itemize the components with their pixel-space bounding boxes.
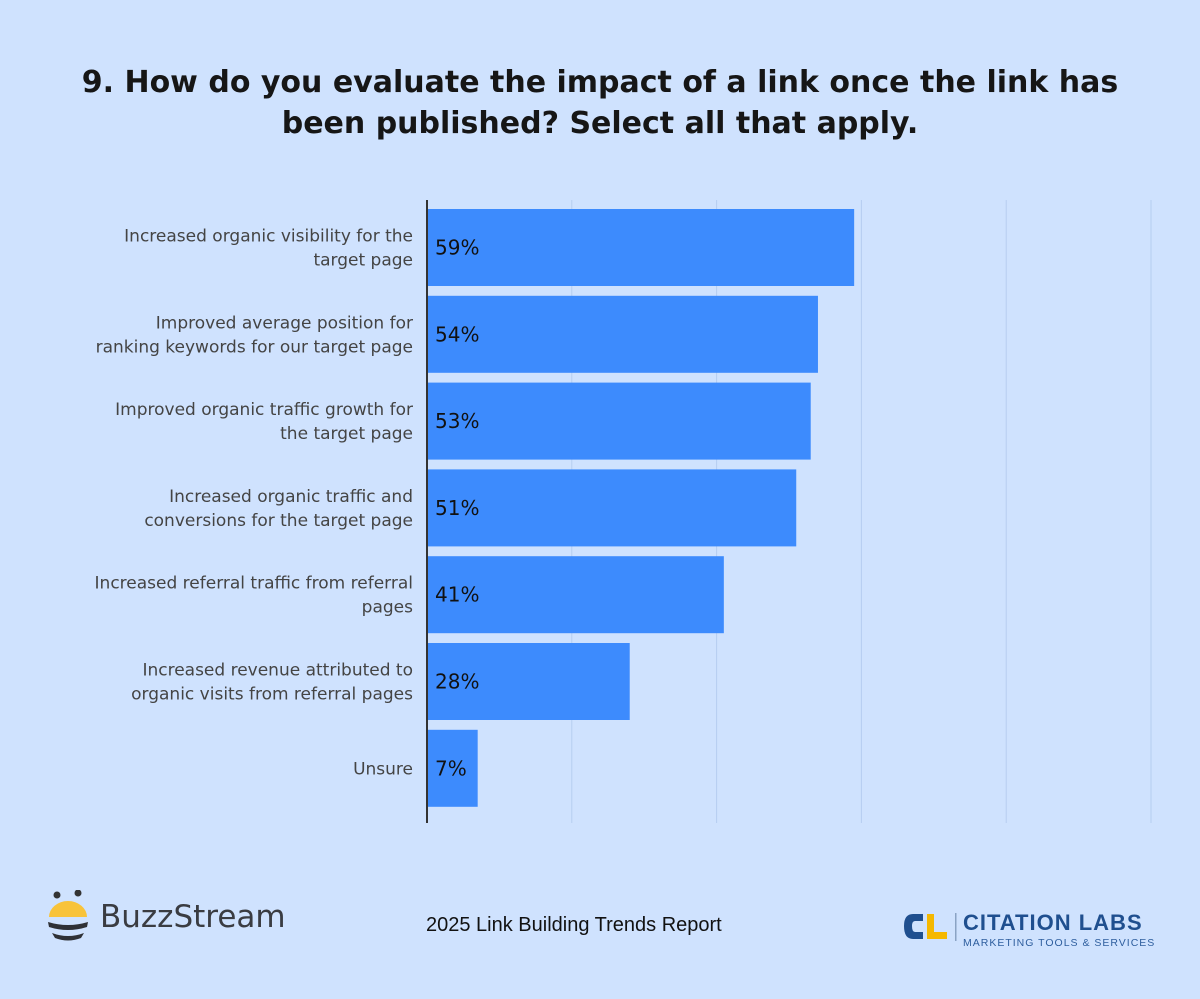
chart-title: 9. How do you evaluate the impact of a l… [81,65,1119,141]
category-label: Improved average position for [156,313,413,333]
data-label: 41% [435,583,479,607]
category-label: target page [313,251,413,271]
bar [427,729,478,807]
bar [427,469,797,547]
category-label: conversions for the target page [144,511,413,531]
data-label: 54% [435,322,479,346]
data-label: 28% [435,670,479,694]
bar [427,295,818,373]
citation-labs-name: CITATION LABS [963,910,1143,935]
data-label: 53% [435,409,479,433]
bar [427,556,724,634]
buzzstream-logo-text: BuzzStream [100,899,286,935]
category-label: pages [362,598,413,618]
category-label: Improved organic traffic growth for [115,400,413,420]
bar [427,382,811,460]
category-label: Increased organic visibility for the [124,227,413,247]
buzzstream-logo-icon [48,890,88,941]
bar-chart: 59% Increased organic visibility for the t… [95,200,1152,823]
data-label: 59% [435,236,479,260]
category-label: ranking keywords for our target page [96,337,413,357]
category-label: organic visits from referral pages [131,685,413,705]
category-label: Increased organic traffic and [169,487,413,507]
citation-labs-tagline: MARKETING TOOLS & SERVICES [963,937,1156,949]
data-label: 51% [435,496,479,520]
citation-labs-logo-icon [904,913,957,941]
category-label: Increased referral traffic from referral [95,574,413,594]
report-name: 2025 Link Building Trends Report [426,914,722,936]
category-label: Unsure [353,759,413,779]
bar [427,643,630,720]
category-label: the target page [280,424,413,444]
category-label: Increased revenue attributed to [142,661,413,681]
bar [427,209,855,286]
data-label: 7% [435,756,467,780]
